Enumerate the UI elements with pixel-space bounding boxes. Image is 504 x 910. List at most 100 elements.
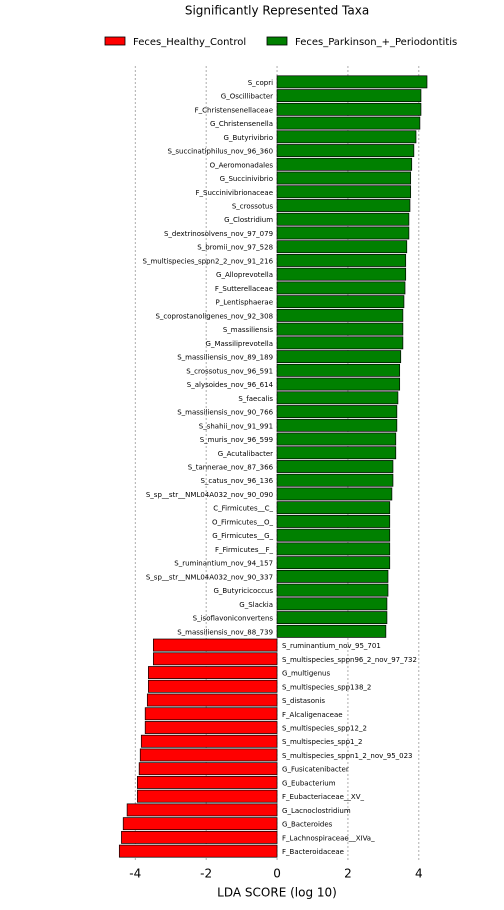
bar xyxy=(276,583,389,597)
bar xyxy=(144,721,278,734)
category-label: S_multispecies_spp138_2 xyxy=(282,683,371,691)
category-label: S_massiliensis xyxy=(223,326,274,334)
category-label: S_succinatiphilus_nov_96_360 xyxy=(167,148,273,156)
bar xyxy=(276,473,394,487)
category-label: S_multispecies_spp12_2 xyxy=(282,725,367,733)
category-label: S_bromii_nov_97_528 xyxy=(197,244,273,252)
bar xyxy=(118,844,278,858)
category-label: S_alysoides_nov_96_614 xyxy=(187,381,274,389)
bar xyxy=(146,693,278,707)
category-label: F_Firmicutes__F_ xyxy=(215,546,274,554)
category-label: G_multigenus xyxy=(282,670,330,678)
legend-swatch xyxy=(104,36,126,46)
bar xyxy=(276,75,428,89)
bar xyxy=(148,666,278,679)
bar xyxy=(276,254,407,267)
category-label: F_Eubacteriaceae__XV_ xyxy=(282,793,364,801)
bar xyxy=(276,267,407,281)
category-label: G_Massiliprevotella xyxy=(206,340,274,348)
category-label: S_dextrinosolvens_nov_97_079 xyxy=(164,230,273,238)
bar xyxy=(276,377,401,391)
category-label: P_Lentisphaerae xyxy=(216,299,274,307)
category-label: F_Sutterellaceae xyxy=(215,285,273,293)
category-label: S_sp__str__NML04A032_nov_90_090 xyxy=(146,491,273,499)
bar xyxy=(276,336,404,350)
bar xyxy=(276,418,398,432)
bar xyxy=(276,501,391,515)
category-label: S_isoflavoniconvertens xyxy=(193,615,274,623)
bar xyxy=(276,597,388,611)
category-label: S_multispecies_spp1_2 xyxy=(282,738,362,746)
bar xyxy=(276,391,399,405)
x-tick-label: 0 xyxy=(273,867,281,881)
category-label: S_copri xyxy=(248,79,273,87)
bar xyxy=(276,308,404,322)
bar xyxy=(276,528,391,542)
category-label: G_Clostridium xyxy=(224,216,273,224)
bar xyxy=(276,515,391,528)
bar xyxy=(276,130,417,144)
bar xyxy=(152,638,278,652)
bar xyxy=(276,624,387,638)
category-label: O_Firmicutes__O_ xyxy=(212,518,273,526)
bar xyxy=(276,212,410,226)
bar xyxy=(137,776,278,789)
x-tick-label: 2 xyxy=(344,867,352,881)
legend-label: Feces_Parkinson_+_Periodontitis xyxy=(295,37,457,48)
category-label: O_Aeromonadales xyxy=(210,161,274,169)
category-label: S_massiliensis_nov_89_189 xyxy=(177,354,273,362)
category-label: S_crossotus_nov_96_591 xyxy=(186,367,273,375)
bar xyxy=(276,363,401,377)
category-label: S_multispecies_sppn1_2_nov_95_023 xyxy=(282,752,412,760)
bar xyxy=(138,762,278,776)
bar xyxy=(276,199,411,212)
category-label: S_multispecies_sppn96_2_nov_97_732 xyxy=(282,656,417,664)
bar xyxy=(276,171,412,185)
bar xyxy=(144,707,278,721)
bar xyxy=(276,542,391,556)
x-tick-label: -4 xyxy=(129,867,141,881)
category-label: F_Alcaligenaceae xyxy=(282,711,343,719)
category-label: F_Lachnospiraceae__XIVa_ xyxy=(282,834,375,842)
category-label: G_Fusicatenibacter xyxy=(282,766,349,774)
bar xyxy=(276,295,405,309)
category-label: F_Bacteroidaceae xyxy=(282,848,344,856)
category-label: S_tannerae_nov_87_366 xyxy=(188,464,274,472)
bar xyxy=(276,460,394,473)
legend-swatch xyxy=(266,36,288,46)
category-label: S_muris_nov_96_599 xyxy=(200,436,273,444)
bar xyxy=(276,226,410,240)
bar xyxy=(276,144,415,157)
bar xyxy=(126,803,278,817)
category-label: G_Eubacterium xyxy=(282,779,336,787)
category-label: G_Butyrivibrio xyxy=(224,134,274,142)
bar xyxy=(276,322,404,336)
category-label: F_Succinivibrionaceae xyxy=(195,189,273,197)
category-label: G_Christensenella xyxy=(210,120,273,128)
bar xyxy=(140,734,278,748)
category-label: G_Firmicutes__G_ xyxy=(212,532,273,540)
bar xyxy=(139,748,278,762)
category-label: S_faecalis xyxy=(238,395,273,403)
bar xyxy=(276,446,397,460)
bar xyxy=(276,116,421,130)
category-label: S_multispecies_sppn2_2_nov_91_216 xyxy=(143,257,274,265)
bar xyxy=(276,89,422,103)
bar xyxy=(276,185,412,199)
bar xyxy=(122,817,278,831)
chart-title: Significantly Represented Taxa xyxy=(185,4,369,18)
category-label: S_ruminantium_nov_94_157 xyxy=(174,560,273,568)
bar xyxy=(137,789,278,803)
bar xyxy=(276,432,397,446)
category-label: G_Slackia xyxy=(239,601,273,609)
category-label: S_massiliensis_nov_90_766 xyxy=(177,409,273,417)
category-label: S_sp__str__NML04A032_nov_90_337 xyxy=(146,573,273,581)
bar xyxy=(276,487,393,501)
category-label: F_Christensenellaceae xyxy=(195,106,273,114)
legend-label: Feces_Healthy_Control xyxy=(133,37,246,48)
bar xyxy=(276,350,402,364)
category-label: G_Oscillibacter xyxy=(221,93,273,101)
category-label: G_Acutalibacter xyxy=(218,450,273,458)
bar xyxy=(276,611,388,625)
